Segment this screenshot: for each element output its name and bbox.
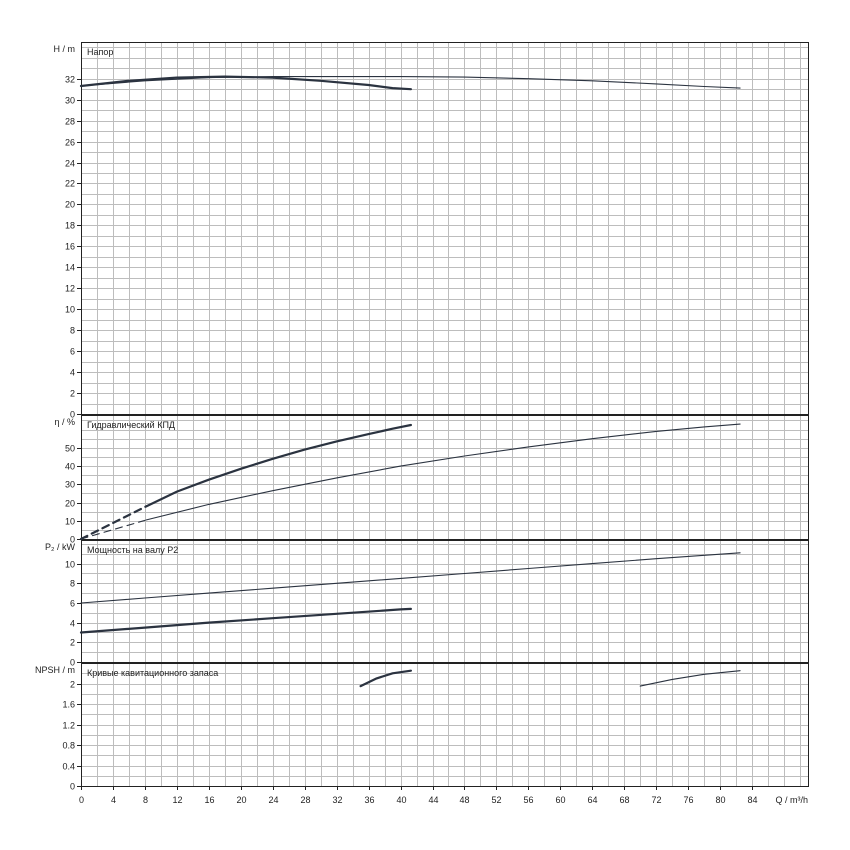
x-tick-label: 40 [396,795,406,805]
y-tick-label: 1.6 [62,700,75,710]
y-tick-label: 12 [65,284,75,294]
y-tick-label: 30 [65,480,75,490]
x-tick-label: 0 [79,795,84,805]
x-tick-label: 28 [300,795,310,805]
y-axis-label-efficiency: η / % [54,417,75,427]
y-axis-label-npsh: NPSH / m [35,665,75,675]
y-tick-label: 30 [65,96,75,106]
y-tick-label: 22 [65,179,75,189]
panel-frame-power [81,540,809,663]
panel-title-efficiency: Гидравлический КПД [87,420,175,430]
x-tick-label: 84 [747,795,757,805]
y-tick-label: 20 [65,200,75,210]
y-tick-label: 8 [70,326,75,336]
x-tick-label: 20 [236,795,246,805]
curve-npsh-1 [639,670,741,687]
x-tick-label: 44 [428,795,438,805]
y-tick-label: 0.4 [62,762,75,772]
panel-title-power: Мощность на валу P2 [87,545,178,555]
y-tick-label: 28 [65,117,75,127]
y-tick-label: 6 [70,599,75,609]
x-tick-label: 48 [459,795,469,805]
y-tick-label: 8 [70,579,75,589]
y-tick-label: 2 [70,638,75,648]
panel-frame-efficiency [81,415,809,540]
x-tick-label: 16 [204,795,214,805]
x-axis-label: Q / m³/h [775,795,808,805]
y-tick-label: 2 [70,389,75,399]
x-tick-label: 12 [172,795,182,805]
y-tick-label: 50 [65,444,75,454]
y-tick-label: 32 [65,75,75,85]
y-tick-label: 1.2 [62,721,75,731]
x-tick-label: 24 [268,795,278,805]
y-tick-label: 0 [70,782,75,792]
y-tick-label: 4 [70,619,75,629]
y-tick-label: 18 [65,221,75,231]
y-tick-label: 10 [65,560,75,570]
y-tick-label: 10 [65,305,75,315]
x-tick-label: 68 [619,795,629,805]
x-tick-label: 80 [715,795,725,805]
y-tick-label: 0 [70,410,75,420]
panel-frame-head [81,42,809,415]
y-tick-label: 24 [65,159,75,169]
x-tick-label: 52 [491,795,501,805]
x-tick-label: 32 [332,795,342,805]
x-tick-label: 4 [111,795,116,805]
x-tick-label: 8 [143,795,148,805]
x-tick-label: 72 [651,795,661,805]
y-axis-label-power: P₂ / kW [45,542,75,552]
y-tick-label: 20 [65,499,75,509]
x-tick-label: 60 [555,795,565,805]
y-tick-label: 14 [65,263,75,273]
y-tick-label: 26 [65,138,75,148]
y-axis-label-head: H / m [54,44,76,54]
panel-frame-npsh [81,663,809,787]
y-tick-label: 0.8 [62,741,75,751]
x-tick-label: 76 [683,795,693,805]
y-tick-label: 40 [65,462,75,472]
curve-npsh-0 [359,669,412,688]
curve-efficiency-3 [145,423,412,508]
y-tick-label: 0 [70,658,75,668]
curve-efficiency-1 [145,423,741,521]
x-tick-label: 64 [587,795,597,805]
y-tick-label: 0 [70,535,75,545]
curve-power-0 [80,552,741,604]
x-tick-label: 36 [364,795,374,805]
curve-head-1 [79,75,412,91]
y-tick-label: 10 [65,517,75,527]
y-tick-label: 4 [70,368,75,378]
y-tick-label: 16 [65,242,75,252]
curve-power-1 [79,607,412,634]
curve-efficiency-2 [79,505,148,541]
y-tick-label: 2 [70,680,75,690]
y-tick-label: 6 [70,347,75,357]
x-tick-label: 56 [523,795,533,805]
panel-title-head: Напор [87,47,113,57]
panel-title-npsh: Кривые кавитационного запаса [87,668,218,678]
